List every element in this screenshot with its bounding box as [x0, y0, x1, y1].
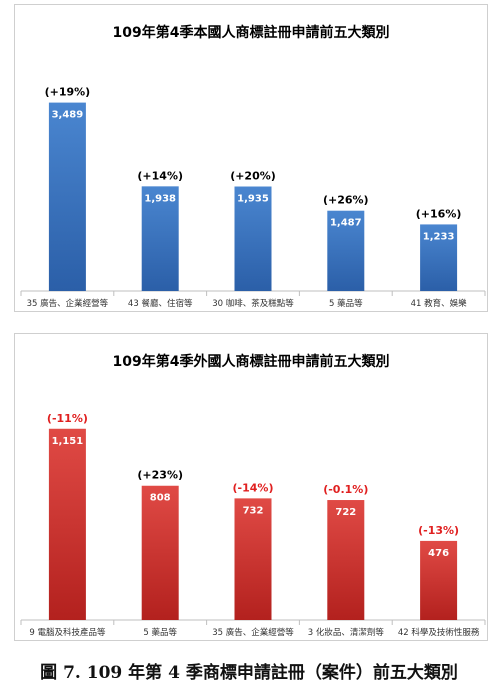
chart-title: 109年第4季外國人商標註冊申請前五大類別 [113, 353, 390, 370]
bar [327, 500, 365, 620]
bar [327, 210, 365, 291]
x-category-label: 42 科學及技術性服務 [398, 627, 480, 638]
bar [234, 498, 272, 620]
change-percent-label: (+23%) [137, 469, 183, 482]
bar-value-label: 732 [243, 505, 264, 516]
bar [141, 485, 179, 620]
x-category-label: 43 餐廳、住宿等 [128, 298, 193, 309]
bar [48, 102, 86, 292]
chart-title: 109年第4季本國人商標註冊申請前五大類別 [113, 24, 390, 41]
bar-value-label: 1,938 [144, 193, 176, 204]
change-percent-label: (-11%) [47, 412, 88, 425]
bar [420, 540, 458, 620]
x-category-label: 30 咖啡、茶及糕點等 [212, 298, 294, 309]
foreign-chart: 109年第4季外國人商標註冊申請前五大類別 1,151 (-11%) 9 電腦及科技產… [20, 353, 486, 638]
foreign-chart-panel: 109年第4季外國人商標註冊申請前五大類別 1,151 (-11%) 9 電腦及科技產… [14, 333, 488, 641]
bar [420, 224, 458, 291]
figure-caption: 圖 7. 109 年第 4 季商標申請註冊（案件）前五大類別 [40, 663, 458, 683]
change-percent-label: (+19%) [45, 86, 91, 99]
bar-value-label: 1,487 [330, 218, 362, 229]
bar-value-label: 1,233 [423, 231, 455, 242]
x-category-label: 5 藥品等 [329, 298, 363, 309]
x-category-label: 9 電腦及科技產品等 [29, 627, 106, 638]
bar-value-label: 1,151 [52, 436, 84, 447]
bar-value-label: 1,935 [237, 194, 269, 205]
change-percent-label: (-13%) [418, 524, 459, 537]
x-category-label: 3 化妝品、清潔劑等 [308, 627, 385, 638]
bar [48, 428, 86, 620]
bar-value-label: 722 [335, 507, 356, 518]
change-percent-label: (+16%) [416, 207, 462, 220]
x-category-label: 41 教育、娛樂 [411, 298, 468, 309]
bar [141, 186, 179, 291]
x-category-label: 35 廣告、企業經營等 [212, 627, 294, 638]
domestic-chart: 109年第4季本國人商標註冊申請前五大類別 3,489 (+19%) 35 廣告、企業… [20, 24, 486, 309]
bar-value-label: 808 [150, 493, 171, 504]
change-percent-label: (+20%) [230, 170, 276, 183]
bar [234, 186, 272, 291]
change-percent-label: (+14%) [137, 169, 183, 182]
change-percent-label: (-0.1%) [323, 483, 368, 496]
bar-value-label: 476 [428, 548, 449, 559]
change-percent-label: (+26%) [323, 194, 369, 207]
bar-value-label: 3,489 [52, 110, 84, 121]
change-percent-label: (-14%) [233, 481, 274, 494]
x-category-label: 5 藥品等 [143, 627, 177, 638]
x-category-label: 35 廣告、企業經營等 [27, 298, 109, 309]
domestic-chart-panel: 109年第4季本國人商標註冊申請前五大類別 3,489 (+19%) 35 廣告、企業… [14, 4, 488, 312]
